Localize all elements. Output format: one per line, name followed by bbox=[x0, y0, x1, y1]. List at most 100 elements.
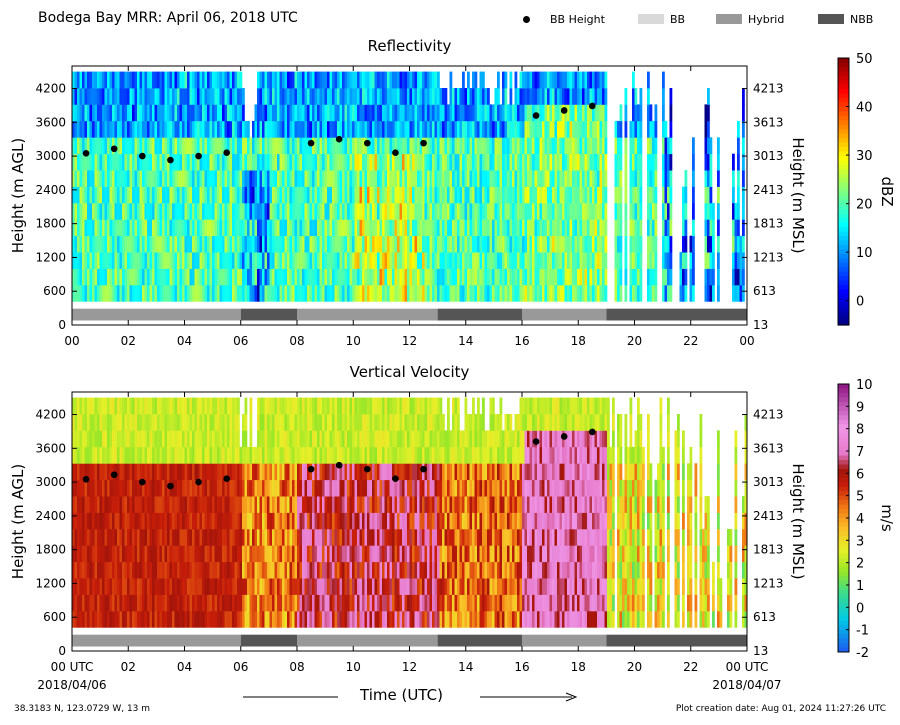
heatmap-cell bbox=[129, 512, 133, 530]
heatmap-cell bbox=[189, 71, 193, 89]
heatmap-cell bbox=[349, 137, 353, 155]
heatmap-cell bbox=[509, 268, 513, 286]
heatmap-cell bbox=[624, 104, 628, 122]
heatmap-cell bbox=[254, 170, 258, 187]
heatmap-cell bbox=[402, 252, 405, 269]
heatmap-cell bbox=[469, 252, 473, 269]
heatmap-cell bbox=[717, 268, 720, 286]
colorbar-cell bbox=[838, 298, 849, 304]
heatmap-cell bbox=[239, 202, 243, 220]
heatmap-cell bbox=[324, 202, 328, 220]
heatmap-cell bbox=[552, 120, 555, 138]
heatmap-cell bbox=[172, 252, 175, 269]
heatmap-cell bbox=[217, 528, 220, 546]
heatmap-cell bbox=[292, 446, 295, 464]
heatmap-cell bbox=[194, 268, 198, 286]
heatmap-cell bbox=[537, 202, 540, 220]
heatmap-cell bbox=[437, 153, 440, 171]
heatmap-cell bbox=[534, 137, 538, 155]
heatmap-cell bbox=[209, 479, 213, 497]
heatmap-cell bbox=[234, 496, 238, 513]
heatmap-cell bbox=[207, 430, 210, 448]
heatmap-cell bbox=[177, 446, 180, 464]
heatmap-cell bbox=[337, 170, 340, 187]
heatmap-cell bbox=[664, 202, 668, 220]
heatmap-cell bbox=[327, 235, 330, 253]
heatmap-cell bbox=[469, 186, 473, 204]
heatmap-cell bbox=[432, 170, 435, 187]
heatmap-cell bbox=[112, 88, 115, 105]
heatmap-cell bbox=[94, 186, 98, 204]
heatmap-cell bbox=[287, 496, 290, 513]
heatmap-cell bbox=[669, 120, 673, 138]
heatmap-cell bbox=[169, 545, 173, 563]
heatmap-cell bbox=[567, 186, 570, 204]
heatmap-cell bbox=[257, 219, 260, 237]
heatmap-cell bbox=[382, 202, 385, 220]
heatmap-cell bbox=[492, 120, 495, 138]
heatmap-cell bbox=[437, 186, 440, 204]
heatmap-cell bbox=[267, 268, 270, 286]
heatmap-cell bbox=[259, 186, 263, 204]
heatmap-cell bbox=[432, 88, 435, 105]
heatmap-cell bbox=[204, 153, 208, 171]
heatmap-cell bbox=[207, 545, 210, 563]
heatmap-cell bbox=[462, 71, 465, 89]
heatmap-cell bbox=[629, 153, 633, 171]
heatmap-cell bbox=[617, 186, 620, 204]
heatmap-cell bbox=[194, 594, 198, 612]
heatmap-cell bbox=[139, 594, 143, 612]
heatmap-cell bbox=[624, 137, 628, 155]
heatmap-cell bbox=[552, 186, 555, 204]
heatmap-cell bbox=[172, 430, 175, 448]
heatmap-cell bbox=[214, 610, 218, 628]
heatmap-cell bbox=[207, 594, 210, 612]
heatmap-cell bbox=[292, 170, 295, 187]
heatmap-cell bbox=[224, 137, 228, 155]
page-title: Bodega Bay MRR: April 06, 2018 UTC bbox=[38, 10, 298, 26]
heatmap-cell bbox=[704, 202, 708, 220]
heatmap-cell bbox=[319, 512, 323, 530]
heatmap-cell bbox=[247, 137, 250, 155]
heatmap-cell bbox=[97, 120, 100, 138]
heatmap-cell bbox=[72, 610, 75, 628]
heatmap-cell bbox=[522, 268, 525, 286]
heatmap-cell bbox=[187, 120, 190, 138]
heatmap-cell bbox=[582, 219, 585, 237]
heatmap-cell bbox=[287, 561, 290, 579]
heatmap-cell bbox=[274, 120, 278, 138]
heatmap-cell bbox=[339, 397, 343, 415]
colorbar-cell bbox=[838, 320, 849, 326]
heatmap-cell bbox=[494, 252, 498, 269]
heatmap-cell bbox=[269, 186, 273, 204]
heatmap-cell bbox=[352, 153, 355, 171]
heatmap-cell bbox=[289, 528, 293, 546]
heatmap-cell bbox=[244, 414, 248, 431]
heatmap-cell bbox=[589, 252, 593, 269]
heatmap-cell bbox=[379, 71, 383, 89]
heatmap-cell bbox=[399, 104, 403, 122]
heatmap-cell bbox=[414, 252, 418, 269]
heatmap-cell bbox=[254, 284, 258, 302]
heatmap-cell bbox=[137, 202, 140, 220]
heatmap-cell bbox=[89, 88, 93, 105]
heatmap-cell bbox=[259, 414, 263, 431]
heatmap-cell bbox=[119, 561, 123, 579]
heatmap-cell bbox=[189, 120, 193, 138]
heatmap-cell bbox=[734, 235, 738, 253]
heatmap-cell bbox=[547, 202, 550, 220]
heatmap-cell bbox=[239, 284, 243, 302]
heatmap-cell bbox=[377, 252, 380, 269]
heatmap-cell bbox=[109, 186, 113, 204]
heatmap-cell bbox=[179, 153, 183, 171]
heatmap-cell bbox=[597, 235, 600, 253]
heatmap-cell bbox=[317, 170, 320, 187]
heatmap-cell bbox=[457, 252, 460, 269]
heatmap-cell bbox=[664, 186, 668, 204]
heatmap-cell bbox=[322, 496, 325, 513]
heatmap-cell bbox=[429, 120, 433, 138]
heatmap-cell bbox=[274, 479, 278, 497]
heatmap-cell bbox=[599, 137, 603, 155]
heatmap-cell bbox=[317, 235, 320, 253]
heatmap-cell bbox=[169, 561, 173, 579]
